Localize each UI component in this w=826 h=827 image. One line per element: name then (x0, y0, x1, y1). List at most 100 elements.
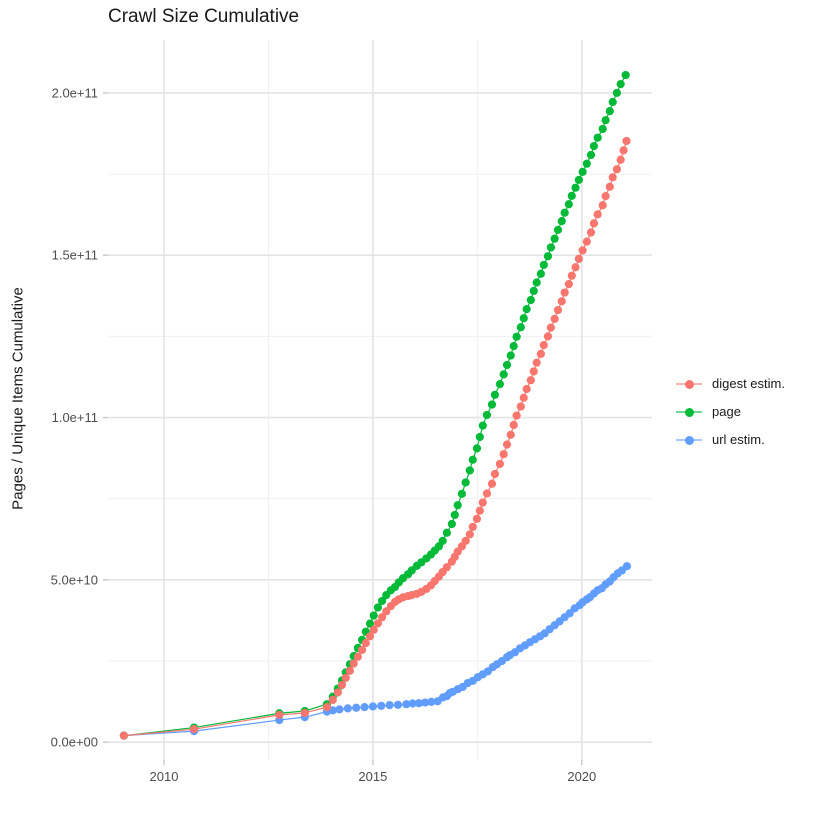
data-point-page (616, 80, 625, 89)
data-point-digestestim (337, 680, 347, 690)
data-point-urlestim (352, 703, 361, 712)
data-point-page (502, 360, 512, 370)
data-point-urlestim (408, 699, 417, 708)
data-point-page (465, 466, 474, 475)
data-point-digestestim (365, 632, 375, 641)
legend-key-icon (676, 435, 702, 445)
x-tick-label: 2020 (567, 769, 596, 784)
data-point-urlestim (360, 702, 369, 712)
data-point-page (578, 167, 587, 176)
data-point-digestestim (567, 271, 576, 280)
data-point-page (373, 603, 383, 612)
y-tick-label: 5.0e+10 (51, 572, 98, 587)
series-line-digestestim (123, 140, 628, 737)
data-point-digestestim (593, 210, 602, 219)
data-point-page (529, 286, 538, 296)
data-point-page (450, 510, 459, 520)
data-point-digestestim (328, 695, 337, 705)
data-point-page (574, 175, 583, 185)
data-point-page (567, 191, 576, 200)
data-point-page (532, 278, 541, 287)
data-point-page (553, 225, 563, 235)
data-point-page (490, 390, 500, 399)
data-point-digestestim (622, 136, 631, 146)
data-point-urlestim (393, 700, 403, 709)
data-point-urlestim (385, 701, 394, 710)
data-point-digestestim (529, 367, 538, 376)
data-point-page (543, 252, 553, 261)
data-point-page (536, 269, 545, 278)
data-point-digestestim (119, 731, 128, 740)
data-point-page (468, 455, 477, 464)
legend-item-digest-estim-: digest estim. (676, 376, 785, 391)
data-point-page (509, 342, 518, 351)
legend-item-url-estim-: url estim. (676, 432, 785, 447)
y-tick-label: 1.0e+11 (52, 410, 98, 425)
data-point-digestestim (574, 254, 583, 263)
data-point-digestestim (465, 530, 474, 539)
data-point-digestestim (608, 173, 617, 182)
data-point-page (601, 116, 610, 125)
data-point-digestestim (442, 563, 451, 572)
data-point-digestestim (532, 358, 541, 367)
data-point-urlestim (368, 702, 377, 711)
data-point-page (546, 243, 555, 252)
data-point-urlestim (402, 700, 411, 709)
data-point-page (442, 528, 451, 537)
data-point-digestestim (490, 469, 500, 479)
data-point-digestestim (353, 652, 362, 661)
data-point-digestestim (582, 237, 591, 246)
data-point-digestestim (377, 613, 387, 622)
data-point-digestestim (506, 430, 515, 439)
data-point-digestestim (557, 297, 566, 306)
data-point-page (560, 208, 569, 217)
data-point-digestestim (605, 182, 614, 191)
data-point-digestestim (543, 332, 553, 341)
legend-label: page (712, 404, 741, 419)
data-point-page (516, 323, 525, 332)
data-point-page (564, 200, 573, 209)
data-point-digestestim (275, 710, 284, 719)
data-point-page (438, 536, 447, 545)
data-point-page (605, 106, 614, 116)
data-point-urlestim (622, 562, 632, 571)
y-tick-label: 1.5e+11 (52, 248, 98, 263)
data-point-page (621, 70, 630, 80)
data-point-page (512, 332, 521, 341)
data-point-page (586, 150, 596, 160)
data-point-page (447, 519, 456, 529)
data-point-page (478, 421, 487, 430)
data-point-page (499, 370, 508, 379)
data-point-digestestim (361, 639, 370, 648)
data-point-page (526, 295, 535, 305)
data-point-digestestim (300, 708, 309, 718)
data-point-digestestim (553, 305, 563, 315)
data-point-page (612, 88, 622, 98)
data-point-urlestim (421, 698, 430, 707)
data-point-digestestim (509, 420, 518, 430)
data-point-digestestim (487, 479, 497, 488)
data-point-page (593, 133, 602, 142)
x-tick-label: 2010 (150, 769, 179, 784)
data-point-digestestim (589, 219, 599, 228)
data-point-digestestim (526, 376, 535, 385)
data-point-digestestim (468, 522, 477, 532)
data-point-digestestim (345, 666, 355, 675)
data-point-digestestim (341, 673, 350, 682)
data-point-digestestim (550, 314, 559, 323)
data-point-digestestim (564, 280, 573, 289)
data-point-page (369, 611, 378, 620)
data-point-digestestim (189, 725, 199, 734)
data-point-urlestim (414, 699, 423, 708)
data-point-digestestim (499, 450, 508, 459)
data-point-digestestim (461, 536, 470, 545)
data-point-page (519, 314, 528, 323)
legend-label: url estim. (712, 432, 765, 447)
data-point-digestestim (586, 228, 596, 237)
data-point-digestestim (571, 263, 580, 272)
data-point-digestestim (512, 411, 521, 420)
data-point-digestestim (578, 246, 587, 255)
data-point-digestestim (536, 349, 545, 359)
